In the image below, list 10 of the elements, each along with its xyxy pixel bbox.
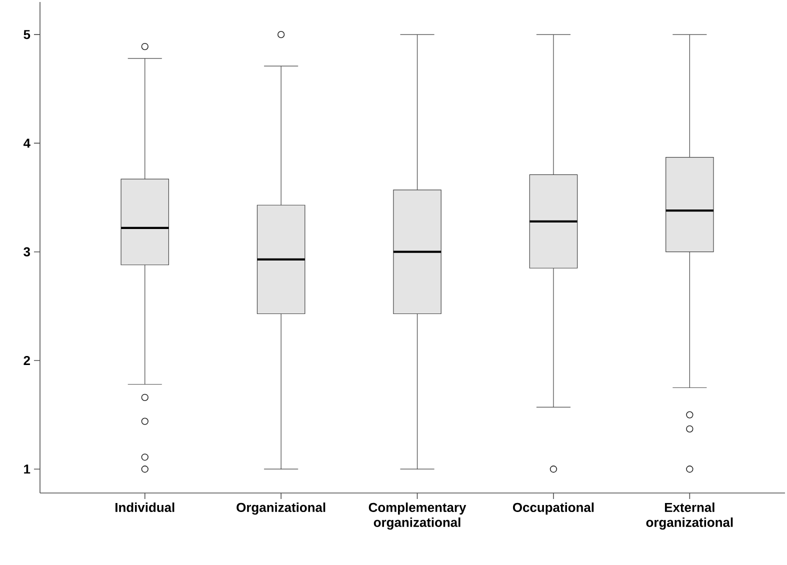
y-tick-label: 3 bbox=[24, 247, 30, 256]
x-tick-label: External organizational bbox=[646, 502, 733, 530]
x-tick-label: Individual bbox=[116, 502, 174, 512]
y-tick-label: 4 bbox=[23, 138, 30, 148]
y-tick-label: 5 bbox=[24, 30, 30, 40]
x-tick-label: Complementary organizational bbox=[368, 502, 466, 530]
y-tick-label: 2 bbox=[24, 356, 30, 365]
y-tick-label: 1 bbox=[24, 464, 30, 474]
x-tick-label: Occupational bbox=[512, 502, 594, 515]
x-tick-label: Organizational bbox=[236, 502, 326, 515]
